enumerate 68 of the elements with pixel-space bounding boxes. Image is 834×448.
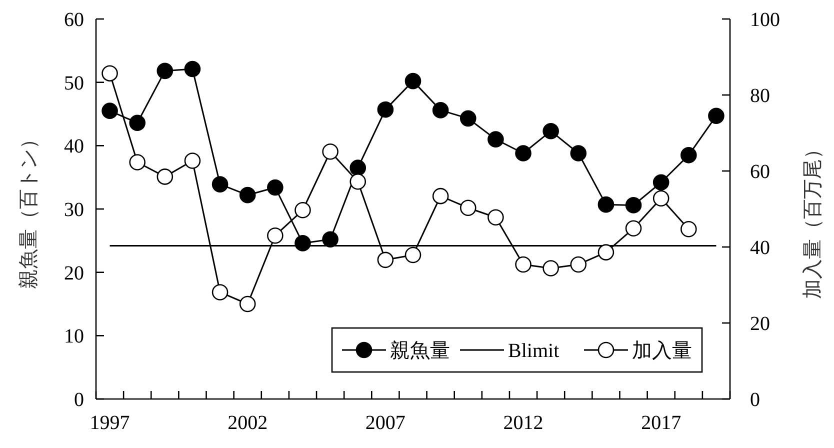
point <box>598 244 614 260</box>
y-tick-label: 20 <box>64 262 84 284</box>
y-tick-label: 0 <box>74 389 84 411</box>
point <box>184 60 201 78</box>
legend-label: 加入量 <box>632 338 692 362</box>
point <box>652 190 670 207</box>
point <box>432 102 449 118</box>
point <box>404 246 422 264</box>
point <box>652 174 670 191</box>
point <box>156 62 174 80</box>
point <box>129 114 146 132</box>
point <box>708 108 724 124</box>
point <box>515 256 532 273</box>
y-tick-label: 10 <box>64 326 84 348</box>
x-tick-label: 2007 <box>365 412 406 434</box>
point <box>515 145 532 162</box>
point <box>239 186 256 204</box>
x-tick-label: 2017 <box>641 412 682 434</box>
point <box>267 227 284 244</box>
point <box>267 179 284 196</box>
point <box>680 220 697 238</box>
point <box>239 296 256 312</box>
point <box>294 235 311 252</box>
point <box>542 122 559 140</box>
point <box>377 101 394 118</box>
y2-axis-title: 加入量（百万尾） <box>800 139 824 299</box>
point <box>542 260 559 276</box>
point <box>460 200 476 216</box>
point <box>404 72 422 90</box>
y-tick-label: 40 <box>64 136 84 158</box>
y2-tick-label: 40 <box>750 237 770 259</box>
y2-tick-label: 80 <box>750 85 770 107</box>
point <box>322 231 338 248</box>
point <box>432 188 449 204</box>
point <box>680 147 697 164</box>
y-tick-label: 60 <box>64 9 84 31</box>
point <box>294 202 311 218</box>
point <box>460 110 476 127</box>
point <box>350 160 366 176</box>
point <box>156 168 174 185</box>
y-tick-label: 30 <box>64 199 84 221</box>
x-tick-label: 2012 <box>503 412 544 434</box>
point <box>102 102 118 119</box>
point <box>102 65 118 82</box>
point <box>184 152 201 169</box>
legend-label: Blimit <box>508 340 560 362</box>
y-axis-title: 親魚量（百トン） <box>16 129 40 289</box>
point <box>598 196 614 213</box>
y-tick-label: 50 <box>64 72 84 94</box>
x-tick-label: 2002 <box>228 412 268 434</box>
point <box>625 220 642 237</box>
y2-tick-label: 20 <box>750 313 770 335</box>
point <box>212 284 228 300</box>
x-tick-label: 1997 <box>90 412 130 434</box>
point <box>570 256 587 273</box>
y2-tick-label: 60 <box>750 161 770 183</box>
legend-label: 親魚量 <box>390 338 450 362</box>
point <box>212 176 228 192</box>
point <box>488 209 504 226</box>
point <box>570 145 587 162</box>
point <box>488 131 504 148</box>
point <box>350 173 366 190</box>
point <box>377 252 394 268</box>
y2-tick-label: 100 <box>750 9 780 31</box>
point <box>625 197 642 214</box>
point <box>322 143 338 160</box>
point <box>129 154 146 170</box>
y2-tick-label: 0 <box>750 389 760 411</box>
